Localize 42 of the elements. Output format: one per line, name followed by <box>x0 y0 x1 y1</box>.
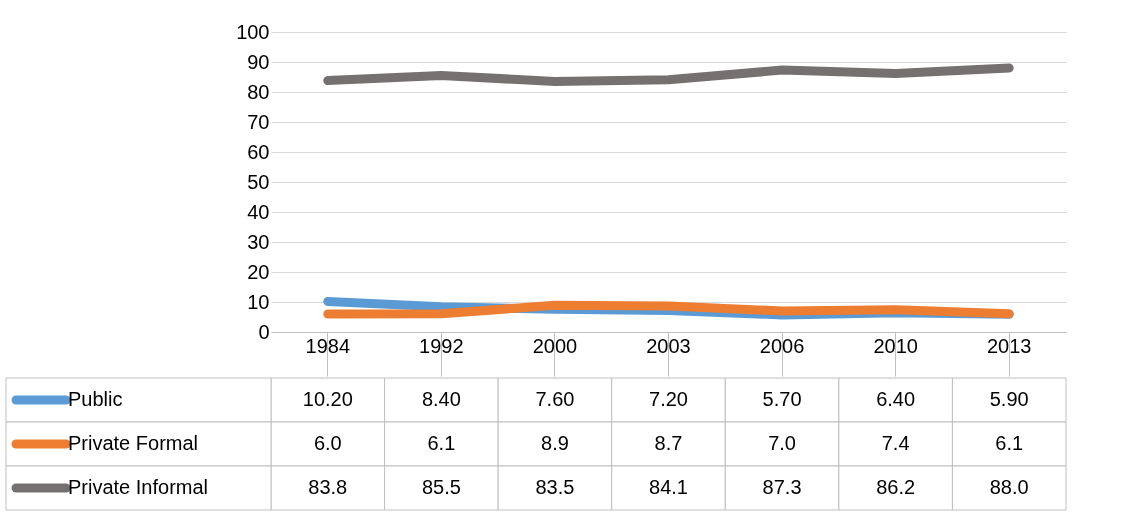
data-label: 7.0 <box>768 432 796 454</box>
y-tick-label: 50 <box>247 170 270 193</box>
y-tick-label: 40 <box>247 200 270 223</box>
legend-label: Public <box>68 388 123 410</box>
data-label: 87.3 <box>762 476 802 498</box>
x-tick-label: 2013 <box>986 334 1032 357</box>
x-tick-label: 2006 <box>759 334 805 357</box>
y-tick-label: 20 <box>247 260 270 283</box>
x-tick-label: 2003 <box>646 334 691 357</box>
data-label: 8.40 <box>421 388 461 410</box>
data-label: 84.1 <box>649 476 688 498</box>
data-label: 7.20 <box>649 388 688 410</box>
data-label: 85.5 <box>421 476 461 498</box>
data-label: 6.1 <box>995 432 1024 454</box>
data-label: 5.90 <box>989 388 1029 410</box>
data-label: 6.0 <box>313 432 342 454</box>
data-label: 7.60 <box>535 388 575 410</box>
x-tick-label: 2010 <box>873 334 918 357</box>
y-tick-label: 30 <box>247 230 270 253</box>
y-tick-label: 60 <box>247 140 270 163</box>
x-tick-label: 1984 <box>305 334 351 357</box>
y-tick-label: 90 <box>247 50 270 73</box>
data-label: 86.2 <box>876 476 916 498</box>
y-tick-label: 70 <box>247 110 270 133</box>
data-label: 6.1 <box>427 432 456 454</box>
legend-label: Private Informal <box>68 476 209 498</box>
data-label: 8.9 <box>541 432 569 454</box>
data-label: 5.70 <box>762 388 802 410</box>
y-tick-label: 0 <box>258 320 270 343</box>
data-label: 83.5 <box>535 476 575 498</box>
y-tick-label: 100 <box>236 20 270 43</box>
data-label: 83.8 <box>308 476 348 498</box>
y-tick-label: 10 <box>247 290 270 313</box>
x-tick-label: 1992 <box>419 334 464 357</box>
y-tick-label: 80 <box>247 80 270 103</box>
data-label: 88.0 <box>989 476 1029 498</box>
data-label: 6.40 <box>876 388 916 410</box>
x-tick-label: 2000 <box>532 334 578 357</box>
data-label: 10.20 <box>302 388 353 410</box>
legend-label: Private Formal <box>68 432 199 454</box>
data-label: 7.4 <box>881 432 910 454</box>
data-label: 8.7 <box>654 432 683 454</box>
